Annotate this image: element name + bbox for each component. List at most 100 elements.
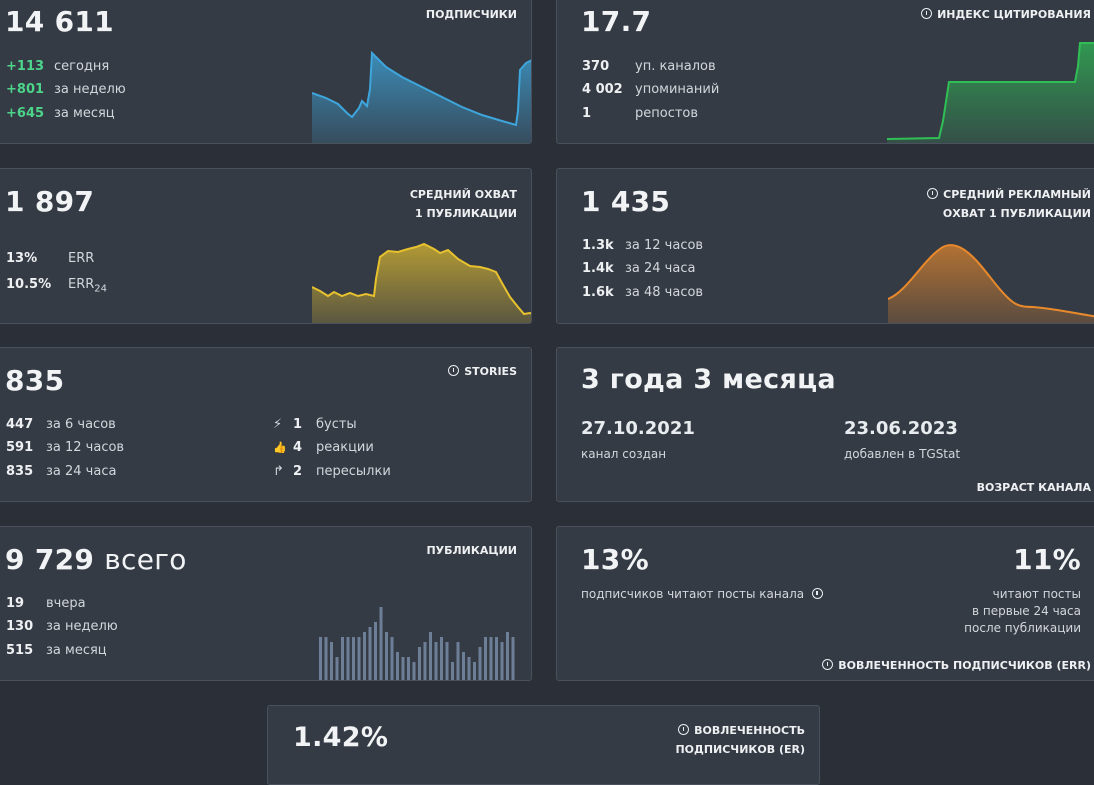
thumbs-up-icon: 👍 (273, 441, 287, 454)
added-label: добавлен в TGStat (844, 447, 961, 461)
posts-value: 9 729 всего (5, 543, 187, 576)
er-title: ВОВЛЕЧЕННОСТЬ ПОДПИСЧИКОВ (ER) (675, 724, 805, 756)
created-date: 27.10.2021 (581, 418, 695, 439)
posts-bar (352, 637, 355, 680)
posts-bar (440, 637, 443, 680)
posts-bar (346, 637, 350, 680)
posts-bar (396, 652, 399, 680)
subscribers-title: ПОДПИСЧИКИ (425, 8, 517, 21)
er-value: 1.42% (293, 722, 389, 753)
posts-bar (429, 632, 432, 680)
engagement-card[interactable]: 13% подписчиков читают посты канала 11% … (556, 526, 1094, 681)
posts-bar (335, 657, 339, 680)
posts-bar (341, 637, 344, 680)
posts-bar (324, 637, 328, 680)
age-value: 3 года 3 месяца (581, 364, 836, 395)
reach-row-err: 13% ERR (6, 251, 95, 266)
posts-bar (363, 632, 366, 680)
posts-bar (445, 642, 449, 680)
engagement-left-label: подписчиков читают посты канала (581, 586, 828, 602)
posts-bar (330, 642, 333, 680)
subscribers-row-today: +113 сегодня (6, 59, 110, 74)
info-icon[interactable] (811, 588, 823, 599)
ad-reach-row-48h: 1.6k за 48 часов (582, 285, 704, 300)
subscribers-card[interactable]: 14 611 ПОДПИСЧИКИ +113 сегодня +801 за нед… (0, 0, 532, 144)
posts-bar (412, 662, 416, 680)
citation-row-reposts: 1 репостов (582, 106, 699, 121)
posts-bar (495, 637, 498, 680)
posts-chart (319, 607, 515, 680)
reach-row-err24: 10.5% ERR24 (6, 277, 108, 295)
posts-bar (467, 657, 471, 680)
posts-bar (511, 637, 515, 680)
posts-bar (473, 662, 476, 680)
posts-bar (319, 637, 322, 680)
stories-row-6h: 447 за 6 часов (6, 417, 116, 432)
age-card[interactable]: 3 года 3 месяца 27.10.2021 канал создан … (556, 347, 1094, 502)
reach-line (312, 242, 531, 316)
citation-value: 17.7 (581, 5, 652, 38)
ad-reach-area (888, 245, 1094, 323)
posts-bar (374, 622, 377, 680)
posts-bar (500, 642, 504, 680)
posts-row-week: 130 за неделю (6, 619, 118, 634)
ad-reach-title: СРЕДНИЙ РЕКЛАМНЫЙ ОХВАТ 1 ПУБЛИКАЦИИ (927, 185, 1091, 223)
info-icon[interactable] (448, 365, 460, 376)
age-title: ВОЗРАСТ КАНАЛА (976, 481, 1091, 494)
stories-value: 835 (5, 364, 65, 397)
stories-row-12h: 591 за 12 часов (6, 440, 125, 455)
info-icon[interactable] (678, 724, 690, 735)
posts-bar (506, 632, 509, 680)
reach-chart (312, 242, 531, 323)
ad-reach-row-24h: 1.4k за 24 часа (582, 261, 696, 276)
citation-row-channels: 370 уп. каналов (582, 59, 716, 74)
posts-bar (390, 637, 394, 680)
posts-bar (401, 657, 405, 680)
posts-bar (434, 642, 438, 680)
posts-card[interactable]: 9 729 всего ПУБЛИКАЦИИ 19 вчера 130 за нед… (0, 526, 532, 681)
ad-reach-value: 1 435 (581, 185, 671, 218)
citation-title: ИНДЕКС ЦИТИРОВАНИЯ (921, 5, 1091, 24)
posts-bar (385, 632, 388, 680)
info-icon[interactable] (921, 8, 933, 19)
engagement-left-value: 13% (581, 543, 649, 576)
reach-title: СРЕДНИЙ ОХВАТ 1 ПУБЛИКАЦИИ (409, 188, 517, 220)
forward-icon: ↱ (273, 464, 284, 479)
posts-bar (407, 657, 410, 680)
ad-reach-line (888, 244, 1094, 318)
engagement-title: ВОВЛЕЧЕННОСТЬ ПОДПИСЧИКОВ (ERR) (822, 656, 1091, 675)
posts-title: ПУБЛИКАЦИИ (426, 544, 517, 557)
ad-reach-card[interactable]: 1 435 СРЕДНИЙ РЕКЛАМНЫЙ ОХВАТ 1 ПУБЛИКАЦИ… (556, 168, 1094, 324)
posts-row-yesterday: 19 вчера (6, 596, 86, 611)
stories-title: STORIES (448, 362, 517, 381)
posts-bar (462, 652, 465, 680)
posts-bar (368, 627, 372, 680)
info-icon[interactable] (927, 188, 939, 199)
created-label: канал создан (581, 447, 667, 461)
subscribers-value: 14 611 (5, 5, 114, 38)
posts-bar (451, 662, 454, 680)
ad-reach-row-12h: 1.3k за 12 часов (582, 238, 704, 253)
added-date: 23.06.2023 (844, 418, 958, 439)
er-card[interactable]: 1.42% ВОВЛЕЧЕННОСТЬ ПОДПИСЧИКОВ (ER) (267, 705, 820, 785)
citation-card[interactable]: 17.7 ИНДЕКС ЦИТИРОВАНИЯ 370 уп. каналов 4… (556, 0, 1094, 144)
citation-area (887, 43, 1094, 143)
reach-card[interactable]: 1 897 СРЕДНИЙ ОХВАТ 1 ПУБЛИКАЦИИ 13% ERR 1… (0, 168, 532, 324)
stories-row-boosts: ⚡ 1 бусты (273, 417, 357, 432)
stories-row-24h: 835 за 24 часа (6, 464, 117, 479)
posts-bar (456, 642, 460, 680)
subscribers-row-month: +645 за месяц (6, 106, 115, 121)
posts-bar (418, 647, 421, 680)
reach-area (312, 244, 531, 323)
reach-value: 1 897 (5, 185, 95, 218)
subscribers-chart (312, 51, 531, 143)
ad-reach-chart (888, 244, 1094, 323)
info-icon[interactable] (822, 659, 834, 670)
stories-card[interactable]: 835 STORIES 447 за 6 часов 591 за 12 часов… (0, 347, 532, 502)
subscribers-row-week: +801 за неделю (6, 82, 126, 97)
subscribers-area (312, 53, 531, 143)
engagement-right-label: читают посты в первые 24 часа после публик… (964, 587, 1081, 635)
boost-icon: ⚡ (273, 417, 283, 432)
citation-line (887, 42, 1094, 140)
citation-chart (887, 42, 1094, 143)
